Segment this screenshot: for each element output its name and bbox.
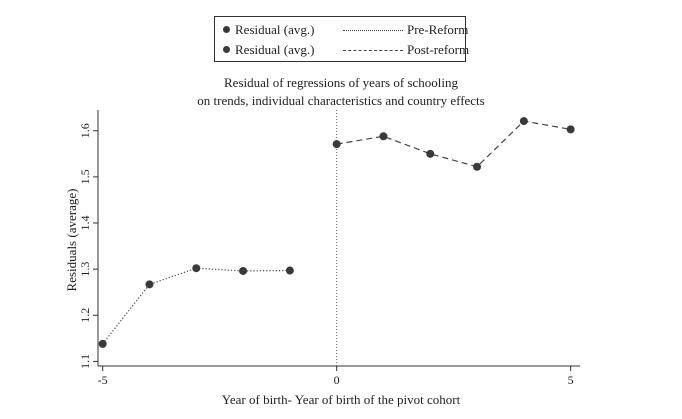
plot-area: 1.1 1.2 1.3 1.4 1.5 1.6 -5 0 5 [78,110,580,387]
legend-dotted-line [343,30,403,31]
data-point-pre-reform [285,266,294,275]
y-tick-label: 1.4 [78,216,92,231]
legend-entry-post-reform: Residual (avg.) Post-reform [215,41,469,59]
y-tick-label: 1.3 [78,262,92,277]
data-point-post-reform [426,149,435,158]
x-tick-label: 0 [334,373,340,387]
y-tick-label: 1.1 [78,354,92,369]
series-line-pre-reform [102,267,290,345]
data-point-post-reform [473,162,482,171]
legend-series-name: Pre-Reform [407,22,469,37]
data-point-post-reform [332,140,341,149]
legend-marker-label: Residual (avg.) [235,22,315,37]
legend-marker-label: Residual (avg.) [235,42,315,57]
chart-title: Residual of regressions of years of scho… [224,75,458,90]
legend-entry-pre-reform: Residual (avg.) Pre-Reform [215,21,469,39]
chart-subtitle: on trends, individual characteristics an… [197,93,484,108]
data-point-pre-reform [145,280,154,289]
data-point-pre-reform [239,266,248,275]
y-axis-label: Residuals (average) [64,189,79,292]
data-point-pre-reform [98,339,107,348]
series-line-post-reform [336,120,571,168]
legend-series-name: Post-reform [407,42,470,57]
x-tick-label: 5 [568,373,574,387]
x-tick-label: -5 [98,373,108,387]
data-point-post-reform [379,132,388,141]
legend-dashed-line [343,50,403,51]
x-axis-label: Year of birth- Year of birth of the pivo… [222,392,461,407]
y-tick-label: 1.6 [78,123,92,138]
y-tick-label: 1.2 [78,308,92,323]
legend-marker-dot [223,46,230,53]
legend-marker-dot [223,26,230,33]
legend: Residual (avg.) Pre-Reform Residual (avg… [214,16,469,62]
data-point-pre-reform [192,264,201,273]
data-point-post-reform [519,117,528,126]
data-point-post-reform [566,125,575,134]
y-tick-label: 1.5 [78,169,92,184]
